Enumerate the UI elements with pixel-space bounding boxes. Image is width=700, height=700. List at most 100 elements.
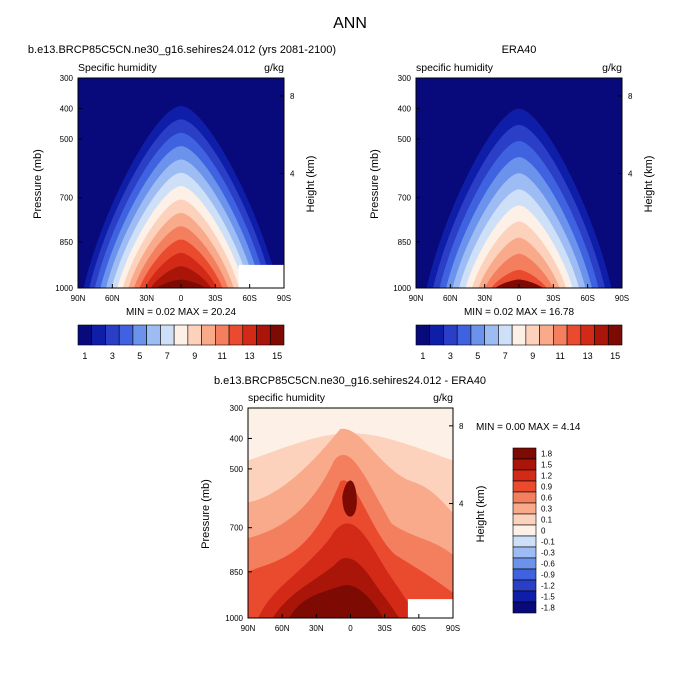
colorbar-swatch — [512, 568, 537, 581]
colorbar-label: 1.2 — [541, 472, 553, 481]
colorbar-swatch — [566, 324, 582, 346]
colorbar-label: 11 — [218, 351, 227, 361]
x-tick-label: 90N — [241, 624, 256, 633]
y-tick-label: 500 — [230, 465, 244, 474]
colorbar-label: 9 — [530, 351, 535, 361]
panel2-title: ERA40 — [502, 44, 537, 56]
colorbar-label: 3 — [448, 351, 453, 361]
x-tick-label: 30N — [477, 294, 492, 303]
y-tick-label: 500 — [60, 135, 74, 144]
colorbar-swatch — [201, 324, 216, 346]
x-tick-label: 60S — [412, 624, 426, 633]
colorbar-label: -1.2 — [541, 582, 555, 591]
y2-tick-label: 4 — [459, 500, 464, 509]
colorbar-swatch — [215, 324, 230, 346]
colorbar-label: -0.1 — [541, 538, 555, 547]
colorbar-swatch — [512, 524, 537, 537]
x-tick-label: 90S — [277, 294, 291, 303]
colorbar-swatch — [146, 324, 161, 346]
panel3-y-axis-label: Pressure (mb) — [200, 479, 212, 549]
colorbar-swatch — [553, 324, 568, 346]
panel2-colorbar: 1 3 5 7 9 11 13 15 — [415, 324, 623, 361]
panel2-y-axis-label: Pressure (mb) — [369, 149, 381, 219]
panel3-title: b.e13.BRCP85C5CN.ne30_g16.sehires24.012 … — [214, 375, 486, 387]
y-tick-label: 1000 — [393, 284, 411, 293]
colorbar-label: 11 — [556, 351, 565, 361]
x-tick-label: 60N — [443, 294, 458, 303]
y-tick-label: 1000 — [55, 284, 73, 293]
colorbar-label: 7 — [165, 351, 170, 361]
contour-fill-level — [289, 585, 384, 618]
colorbar-swatch — [429, 324, 444, 346]
panel1-y-axis-label: Pressure (mb) — [32, 149, 44, 219]
panel3-stats: MIN = 0.00 MAX = 4.14 — [476, 422, 581, 433]
panel2-plot: 90N 60N 30N 0 30S 60S 90S 300 400 500 700 850 1000 8 4 — [393, 74, 633, 303]
colorbar-label: 1 — [82, 351, 87, 361]
colorbar-label: 0.9 — [541, 483, 553, 492]
colorbar-swatch — [512, 535, 537, 548]
colorbar-swatch — [580, 324, 595, 346]
colorbar-label: 13 — [245, 351, 255, 361]
y-tick-label: 850 — [398, 238, 412, 247]
colorbar-swatch — [594, 324, 609, 346]
colorbar-swatch — [607, 324, 623, 346]
colorbar-swatch — [105, 324, 120, 346]
panel1-left-label: Specific humidity — [78, 62, 158, 74]
colorbar-swatch — [228, 324, 244, 346]
x-tick-label: 30N — [139, 294, 154, 303]
panel1-stats: MIN = 0.02 MAX = 20.24 — [126, 307, 236, 318]
colorbar-swatch — [512, 601, 537, 614]
panel3-units-label: g/kg — [433, 392, 453, 404]
x-tick-label: 60S — [243, 294, 257, 303]
y-tick-label: 700 — [398, 194, 412, 203]
x-tick-label: 0 — [179, 294, 184, 303]
colorbar-label: 5 — [137, 351, 142, 361]
colorbar-label: 0.1 — [541, 516, 553, 525]
colorbar-label: 1.8 — [541, 450, 553, 459]
colorbar-label: -0.9 — [541, 571, 555, 580]
colorbar-label: -1.5 — [541, 593, 555, 602]
colorbar-label: 13 — [583, 351, 593, 361]
panel1-title: b.e13.BRCP85C5CN.ne30_g16.sehires24.012 … — [28, 44, 336, 56]
y-tick-label: 500 — [398, 135, 412, 144]
colorbar-swatch — [512, 546, 537, 559]
colorbar-swatch — [415, 324, 431, 346]
colorbar-swatch — [512, 579, 537, 592]
panel3-left-label: specific humidity — [248, 392, 326, 404]
contour-fill-level — [150, 266, 212, 288]
colorbar-swatch — [132, 324, 147, 346]
x-tick-label: 0 — [517, 294, 522, 303]
x-tick-label: 30S — [208, 294, 222, 303]
colorbar-swatch — [539, 324, 554, 346]
y2-tick-label: 8 — [290, 92, 295, 101]
panel2-left-label: specific humidity — [416, 62, 494, 74]
y-tick-label: 300 — [60, 74, 74, 83]
colorbar-swatch — [77, 324, 93, 346]
x-tick-label: 90N — [71, 294, 86, 303]
colorbar-swatch — [160, 324, 175, 346]
page-title: ANN — [333, 15, 367, 32]
y-tick-label: 400 — [230, 434, 244, 443]
y-tick-label: 850 — [60, 238, 74, 247]
y2-tick-label: 8 — [459, 422, 464, 431]
colorbar-swatch — [512, 447, 537, 460]
panel1-plot: 90N 60N 30N 0 30S 60S 90S 300 400 500 700 850 1000 8 4 — [55, 74, 295, 303]
colorbar-swatch — [511, 324, 527, 346]
colorbar-swatch — [173, 324, 189, 346]
colorbar-label: -1.8 — [541, 604, 555, 613]
colorbar-label: 15 — [610, 351, 620, 361]
colorbar-swatch — [512, 469, 537, 482]
colorbar-label: 5 — [475, 351, 480, 361]
y-tick-label: 400 — [398, 104, 412, 113]
colorbar-swatch — [512, 590, 537, 603]
colorbar-swatch — [512, 458, 537, 471]
colorbar-label: 0.3 — [541, 505, 553, 514]
missing-data-region — [238, 264, 284, 288]
colorbar-label: 1 — [420, 351, 425, 361]
x-tick-label: 90S — [446, 624, 460, 633]
colorbar-swatch — [242, 324, 257, 346]
y-tick-label: 700 — [230, 524, 244, 533]
panel1-colorbar: 1 3 5 7 9 11 13 15 — [77, 324, 285, 361]
x-tick-label: 60S — [581, 294, 595, 303]
colorbar-swatch — [512, 480, 537, 493]
